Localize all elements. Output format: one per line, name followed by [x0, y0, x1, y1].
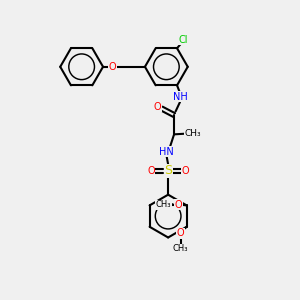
Text: CH₃: CH₃ — [185, 129, 201, 138]
Text: O: O — [182, 166, 189, 176]
Text: S: S — [164, 164, 172, 177]
Text: O: O — [175, 200, 182, 210]
Text: O: O — [154, 102, 161, 112]
Text: O: O — [109, 62, 116, 72]
Text: O: O — [177, 228, 184, 238]
Text: O: O — [147, 166, 155, 176]
Text: CH₃: CH₃ — [156, 200, 171, 209]
Text: Cl: Cl — [179, 35, 188, 45]
Text: CH₃: CH₃ — [173, 244, 188, 253]
Text: NH: NH — [172, 92, 188, 102]
Text: HN: HN — [159, 147, 174, 157]
